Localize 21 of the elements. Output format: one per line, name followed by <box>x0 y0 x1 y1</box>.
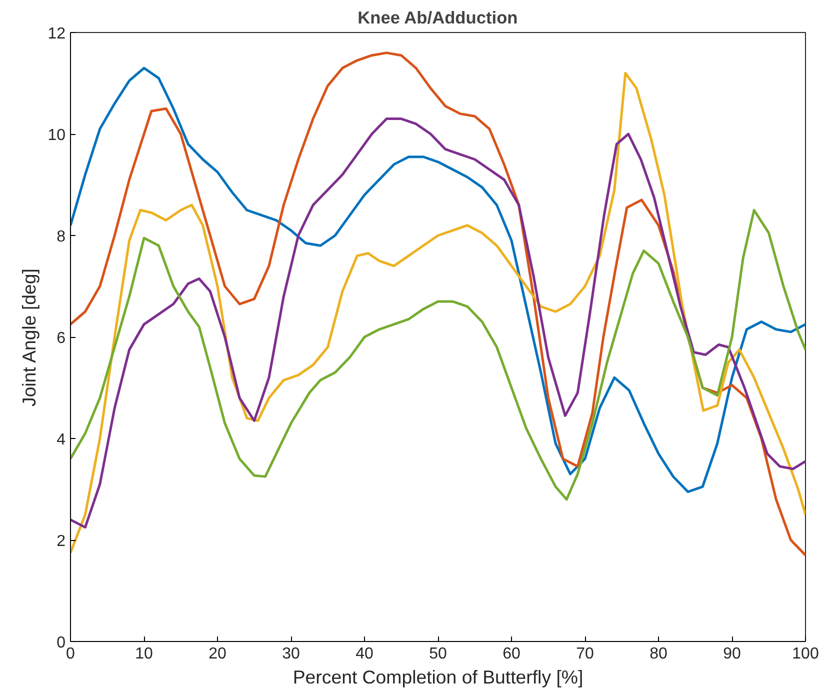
y-tick-label: 12 <box>48 26 66 42</box>
y-tick-label: 2 <box>56 533 66 550</box>
chart-title: Knee Ab/Adduction <box>358 8 518 28</box>
x-tick-label: 70 <box>576 646 594 662</box>
y-tick-label: 10 <box>48 127 66 144</box>
line-series <box>70 208 806 501</box>
x-tick-label: 80 <box>650 646 668 662</box>
x-tick-label: 60 <box>502 646 520 662</box>
x-tick-label: 100 <box>792 646 819 662</box>
x-tick-label: 30 <box>282 646 300 662</box>
x-tick-label: 50 <box>429 646 447 662</box>
x-tick-label: 40 <box>356 646 374 662</box>
y-tick-label: 6 <box>56 330 66 347</box>
x-tick-label: 20 <box>208 646 226 662</box>
y-tick-label: 8 <box>56 228 66 246</box>
y-tick-label: 4 <box>56 432 66 448</box>
x-axis-title: Percent Completion of Butterfly [%] <box>292 666 584 688</box>
y-tick-label: 0 <box>56 634 66 652</box>
x-tick-label: 10 <box>135 646 153 662</box>
y-axis-title: Joint Angle [deg] <box>18 268 40 406</box>
x-tick-label: 90 <box>723 646 741 662</box>
